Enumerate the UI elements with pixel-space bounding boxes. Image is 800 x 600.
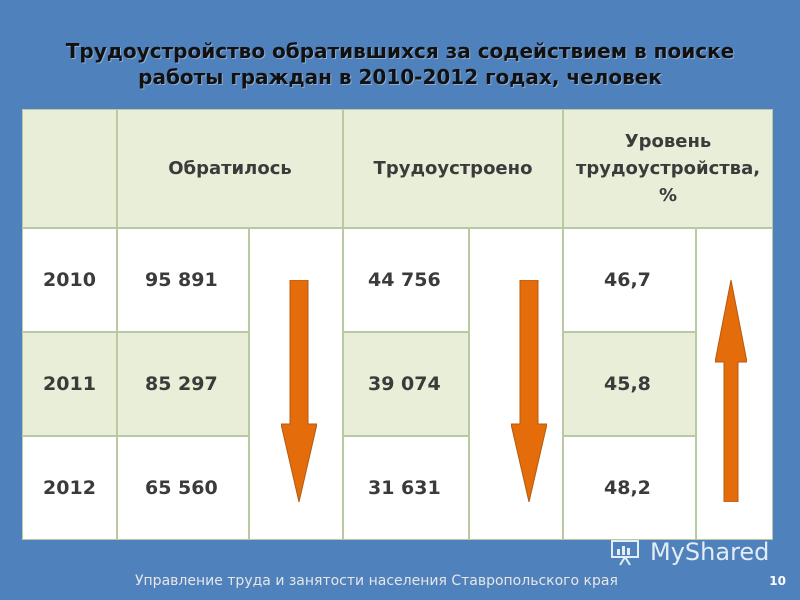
row-employed-value: 31 631	[368, 477, 441, 499]
title-line-1: Трудоустройство обратившихся за содейств…	[65, 39, 735, 63]
value-cell	[117, 436, 249, 540]
employed-trend-cell	[469, 228, 563, 540]
value-cell	[117, 228, 249, 332]
value-cell	[343, 228, 469, 332]
year-cell	[22, 436, 117, 540]
row-employed-value: 44 756	[368, 269, 441, 291]
header-cell-employed	[343, 109, 563, 228]
value-cell	[343, 436, 469, 540]
down-arrow-icon	[281, 280, 317, 502]
watermark-text: MyShared	[650, 538, 770, 566]
row-applied-value: 65 560	[145, 477, 218, 499]
value-cell	[117, 332, 249, 436]
value-cell	[563, 436, 696, 540]
row-rate-value: 46,7	[604, 269, 651, 291]
value-cell	[563, 332, 696, 436]
row-year: 2010	[43, 269, 96, 291]
header-cell-applied	[117, 109, 343, 228]
up-arrow-icon	[715, 280, 747, 502]
year-cell	[22, 332, 117, 436]
row-rate-value: 45,8	[604, 373, 651, 395]
employment-table: Обратилось Трудоустроено Уровень трудоус…	[22, 109, 773, 540]
row-applied-value: 85 297	[145, 373, 218, 395]
title-line-2: работы граждан в 2010-2012 годах, челове…	[138, 65, 662, 89]
header-rate-label: Уровень трудоустройства, %	[563, 109, 773, 228]
row-employed-value: 39 074	[368, 373, 441, 395]
header-rate-line-2: трудоустройства,	[575, 158, 761, 179]
header-rate-line-1: Уровень	[624, 131, 712, 152]
watermark: MyShared	[610, 537, 769, 567]
header-employed-label: Трудоустроено	[373, 158, 533, 179]
presentation-icon	[611, 540, 639, 566]
footer-organization: Управление труда и занятости населения С…	[135, 573, 618, 589]
year-cell	[22, 228, 117, 332]
header-rate-line-3: %	[658, 185, 678, 206]
down-arrow-icon	[511, 280, 547, 502]
value-cell	[563, 228, 696, 332]
row-rate-value: 48,2	[604, 477, 651, 499]
row-year: 2011	[43, 373, 96, 395]
header-corner-cell	[22, 109, 117, 228]
value-cell	[343, 332, 469, 436]
header-applied-label: Обратилось	[168, 158, 292, 179]
slide-title: Трудоустройство обратившихся за содейств…	[0, 38, 800, 90]
header-cell-rate	[563, 109, 773, 228]
page-number: 10	[769, 574, 786, 588]
row-applied-value: 95 891	[145, 269, 218, 291]
row-year: 2012	[43, 477, 96, 499]
